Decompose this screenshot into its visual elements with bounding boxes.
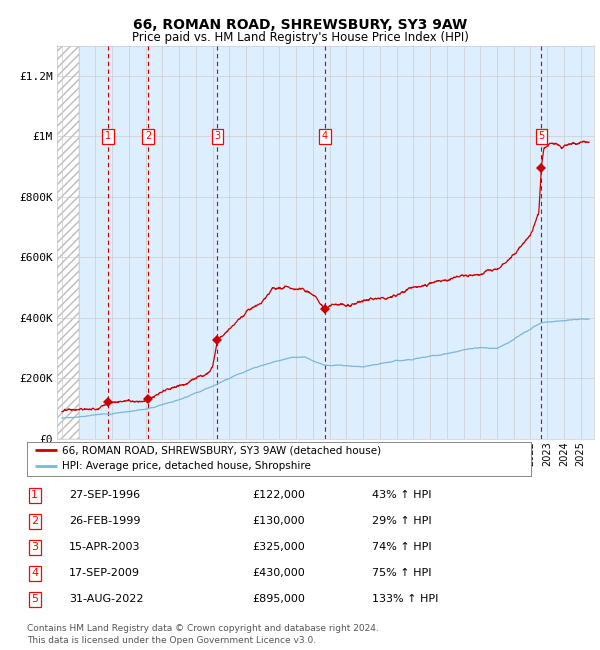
Text: £130,000: £130,000 (252, 516, 305, 526)
Bar (57, 46, 79, 439)
Text: 15-APR-2003: 15-APR-2003 (69, 542, 140, 552)
Text: 5: 5 (538, 131, 545, 141)
Text: 31-AUG-2022: 31-AUG-2022 (69, 594, 143, 604)
Text: 3: 3 (31, 542, 38, 552)
Text: 26-FEB-1999: 26-FEB-1999 (69, 516, 140, 526)
Text: £122,000: £122,000 (252, 490, 305, 501)
Text: 2: 2 (31, 516, 38, 526)
Text: 2: 2 (145, 131, 151, 141)
Text: 75% ↑ HPI: 75% ↑ HPI (372, 568, 431, 578)
Text: 1: 1 (105, 131, 111, 141)
Text: 66, ROMAN ROAD, SHREWSBURY, SY3 9AW (detached house): 66, ROMAN ROAD, SHREWSBURY, SY3 9AW (det… (62, 445, 382, 456)
Text: 4: 4 (31, 568, 38, 578)
Text: 27-SEP-1996: 27-SEP-1996 (69, 490, 140, 501)
Text: 133% ↑ HPI: 133% ↑ HPI (372, 594, 439, 604)
Text: 66, ROMAN ROAD, SHREWSBURY, SY3 9AW: 66, ROMAN ROAD, SHREWSBURY, SY3 9AW (133, 18, 467, 32)
Text: 29% ↑ HPI: 29% ↑ HPI (372, 516, 431, 526)
Text: 1: 1 (31, 490, 38, 501)
Text: £430,000: £430,000 (252, 568, 305, 578)
Text: Price paid vs. HM Land Registry's House Price Index (HPI): Price paid vs. HM Land Registry's House … (131, 31, 469, 44)
Text: HPI: Average price, detached house, Shropshire: HPI: Average price, detached house, Shro… (62, 462, 311, 471)
Text: 4: 4 (322, 131, 328, 141)
Text: 17-SEP-2009: 17-SEP-2009 (69, 568, 140, 578)
Text: £325,000: £325,000 (252, 542, 305, 552)
Text: £895,000: £895,000 (252, 594, 305, 604)
Text: Contains HM Land Registry data © Crown copyright and database right 2024.
This d: Contains HM Land Registry data © Crown c… (27, 624, 379, 645)
Text: 74% ↑ HPI: 74% ↑ HPI (372, 542, 431, 552)
Bar (57, 46, 79, 439)
Text: 3: 3 (214, 131, 220, 141)
Text: 5: 5 (31, 594, 38, 604)
Text: 43% ↑ HPI: 43% ↑ HPI (372, 490, 431, 501)
